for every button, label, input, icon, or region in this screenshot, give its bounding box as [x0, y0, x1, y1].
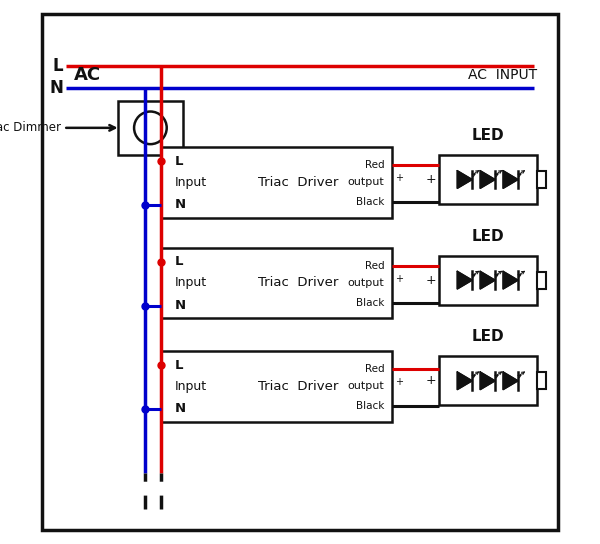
- Bar: [439, 155, 536, 204]
- Text: Input: Input: [175, 380, 207, 393]
- Text: +: +: [425, 274, 436, 287]
- Bar: [439, 256, 536, 305]
- Text: Input: Input: [175, 276, 207, 289]
- Polygon shape: [457, 271, 472, 289]
- Bar: [161, 248, 392, 318]
- Text: L: L: [53, 57, 64, 76]
- Text: AC: AC: [74, 65, 101, 84]
- Text: +: +: [395, 377, 403, 387]
- Bar: [536, 372, 547, 390]
- Text: L: L: [175, 358, 184, 372]
- Text: +: +: [425, 374, 436, 387]
- Text: L: L: [175, 255, 184, 268]
- Text: output: output: [347, 278, 385, 288]
- Text: Red: Red: [365, 364, 385, 374]
- Bar: [118, 101, 183, 155]
- Text: Input: Input: [175, 176, 207, 189]
- Text: LED: LED: [472, 228, 504, 244]
- Polygon shape: [457, 171, 472, 188]
- Bar: [536, 271, 547, 289]
- Text: Triac  Driver: Triac Driver: [259, 176, 339, 189]
- Text: Black: Black: [356, 401, 385, 411]
- Polygon shape: [503, 372, 518, 390]
- Text: N: N: [49, 79, 64, 97]
- Text: output: output: [347, 381, 385, 391]
- Text: Black: Black: [356, 197, 385, 207]
- Text: AC  INPUT: AC INPUT: [467, 67, 536, 82]
- Polygon shape: [503, 271, 518, 289]
- Text: Red: Red: [365, 160, 385, 170]
- Text: L: L: [175, 154, 184, 168]
- Text: N: N: [175, 199, 186, 212]
- Bar: [161, 351, 392, 422]
- Polygon shape: [480, 171, 495, 188]
- Text: LED: LED: [472, 329, 504, 344]
- Text: +: +: [395, 173, 403, 183]
- Text: Black: Black: [356, 298, 385, 308]
- Bar: [536, 171, 547, 188]
- Polygon shape: [457, 372, 472, 390]
- Text: LED: LED: [472, 128, 504, 143]
- Text: Triac  Driver: Triac Driver: [259, 380, 339, 393]
- Polygon shape: [503, 171, 518, 188]
- Text: N: N: [175, 299, 186, 312]
- Polygon shape: [480, 271, 495, 289]
- Text: Triac  Driver: Triac Driver: [259, 276, 339, 289]
- Bar: [439, 356, 536, 405]
- Text: output: output: [347, 177, 385, 187]
- Text: N: N: [175, 403, 186, 416]
- Text: Triac Dimmer: Triac Dimmer: [0, 121, 61, 134]
- Text: Red: Red: [365, 261, 385, 271]
- Polygon shape: [480, 372, 495, 390]
- Bar: [161, 147, 392, 218]
- Text: +: +: [395, 274, 403, 283]
- Text: +: +: [425, 173, 436, 186]
